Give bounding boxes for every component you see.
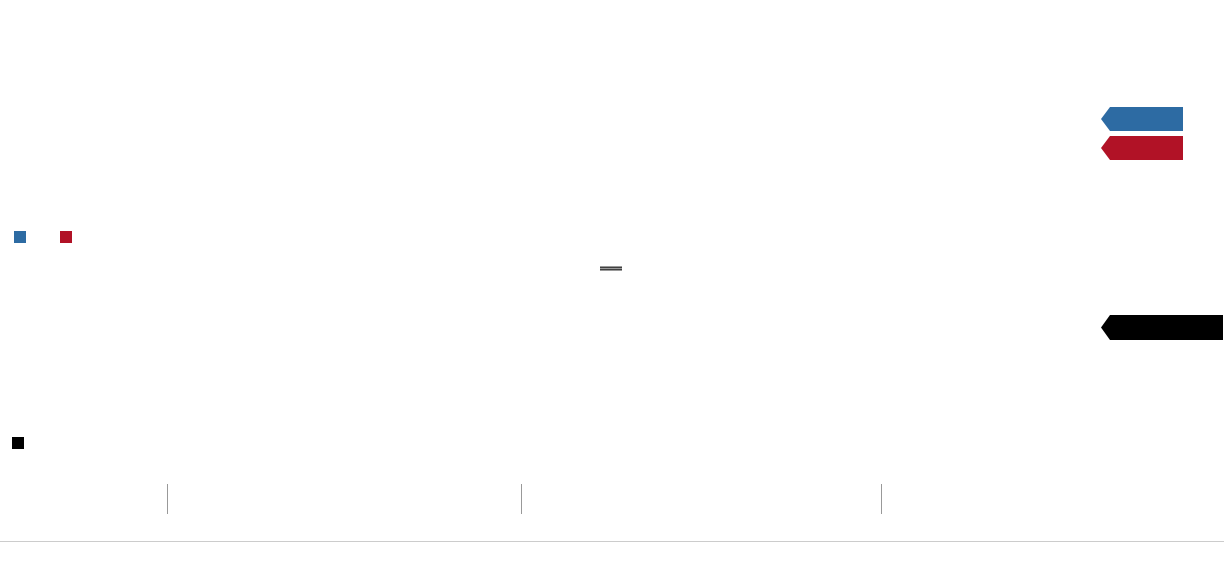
moving-average-badge [1101, 136, 1183, 160]
year-divider [881, 484, 882, 514]
panel-resize-handle[interactable] [600, 266, 622, 271]
last-price-badge [1101, 107, 1183, 131]
year-divider [167, 484, 168, 514]
bottom-chart-legend [12, 437, 30, 449]
footer-bar [0, 541, 1224, 567]
last-price-swatch-icon [14, 231, 26, 243]
year-divider [521, 484, 522, 514]
legend-item-last-price [14, 231, 32, 243]
top-chart-legend [14, 231, 78, 243]
legend-item-moving-average [60, 231, 78, 243]
kairi-value-badge [1101, 315, 1223, 340]
moving-average-swatch-icon [60, 231, 72, 243]
kairi-swatch-icon [12, 437, 24, 449]
